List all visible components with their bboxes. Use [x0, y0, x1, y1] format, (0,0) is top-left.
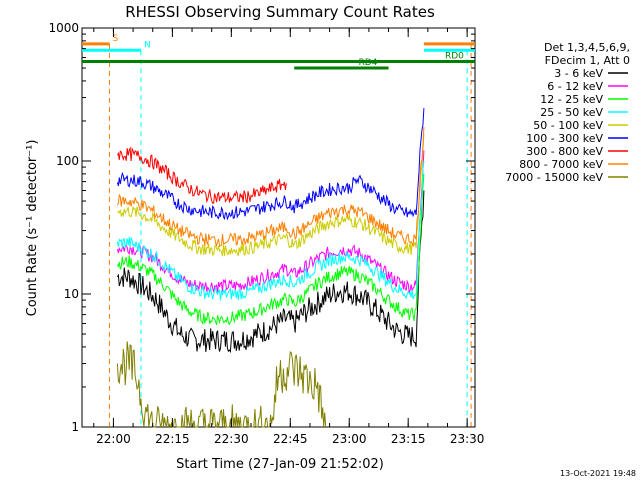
legend-entry-label: 7000 - 15000 keV: [505, 171, 603, 184]
flag-label: N: [144, 40, 151, 50]
flag-label: RD4: [359, 58, 378, 68]
y-tick-label: 1000: [48, 21, 79, 35]
x-tick-label: 22:00: [96, 432, 131, 446]
y-tick-label: 10: [64, 287, 79, 301]
axis-ticks: 1 10 100 1000 22:00 22:15 22:30 22:45 23:00 23:15…: [48, 21, 484, 446]
plot-frame: [81, 27, 476, 428]
series-line: [116, 133, 425, 257]
legend-header: Det 1,3,4,5,6,9,: [544, 41, 630, 54]
series-line: [116, 190, 425, 354]
x-tick-label: 22:45: [273, 432, 308, 446]
series-line: [116, 126, 425, 248]
legend-entry-label: 100 - 300 keV: [526, 132, 603, 145]
legend-entry-label: 6 - 12 keV: [547, 80, 603, 93]
flag-label: S: [113, 34, 119, 44]
series-line: [116, 173, 425, 326]
y-tick-label: 100: [56, 154, 79, 168]
legend-entry-label: 800 - 7000 keV: [519, 158, 603, 171]
legend: Det 1,3,4,5,6,9,FDecim 1, Att 03 - 6 keV…: [505, 41, 630, 184]
series-layer: [116, 108, 425, 429]
flag-label: RD0: [445, 51, 464, 61]
legend-entry-label: 300 - 800 keV: [526, 145, 603, 158]
series-line: [116, 108, 425, 221]
x-tick-label: 23:15: [391, 432, 426, 446]
x-axis-label: Start Time (27-Jan-09 21:52:02): [176, 457, 384, 472]
legend-entry-label: 25 - 50 keV: [540, 106, 603, 119]
plot-axes: [81, 27, 476, 428]
legend-header: FDecim 1, Att 0: [545, 54, 630, 67]
x-tick-label: 22:30: [214, 432, 249, 446]
series-line: [116, 146, 287, 204]
y-axis-label: Count Rate (s⁻¹ detector⁻¹): [25, 140, 40, 317]
x-tick-label: 23:00: [332, 432, 367, 446]
chart-title: RHESSI Observing Summary Count Rates: [125, 3, 435, 21]
legend-entry-label: 50 - 100 keV: [533, 119, 603, 132]
x-tick-label: 22:15: [155, 432, 190, 446]
x-tick-label: 23:30: [450, 432, 485, 446]
y-tick-label: 1: [71, 420, 79, 434]
legend-entry-label: 12 - 25 keV: [540, 93, 603, 106]
generated-date: 13-Oct-2021 19:48: [560, 469, 636, 478]
series-line: [116, 341, 327, 429]
series-line: [116, 160, 425, 301]
legend-entry-label: 3 - 6 keV: [554, 67, 603, 80]
